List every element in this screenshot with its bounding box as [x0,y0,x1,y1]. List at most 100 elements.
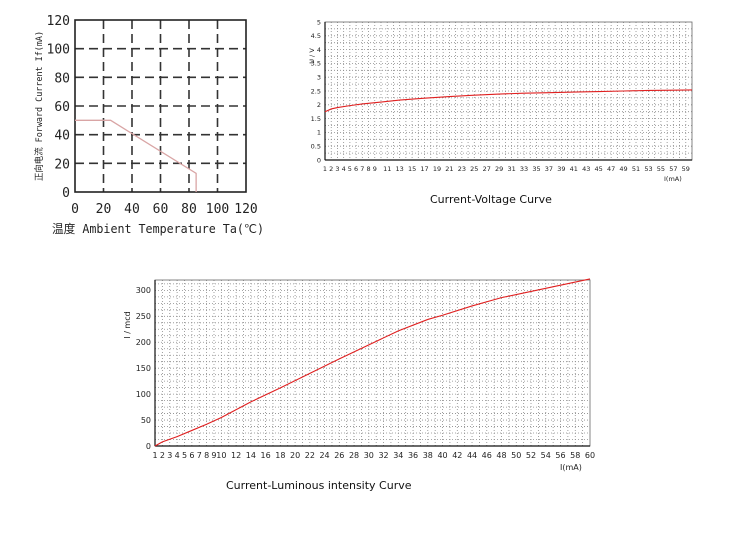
y-tick-label: 200 [136,338,151,347]
x-tick-label: 35 [532,165,540,173]
x-tick-label: 56 [555,451,565,460]
x-tick-label: 40 [124,202,140,217]
x-tick-label: 51 [632,165,640,173]
data-line [324,89,693,113]
x-tick-label: 19 [433,165,441,173]
y-tick-label: 250 [136,312,151,321]
derating-line [75,119,197,192]
x-tick-label: 38 [423,451,433,460]
x-tick-label: 22 [305,451,315,460]
y-tick-label: 2 [317,101,321,109]
y-tick-label: 4.5 [311,32,321,40]
x-tick-label: 39 [557,165,565,173]
y-tick-label: 50 [141,416,151,425]
x-tick-label: 120 [234,202,257,217]
y-tick-label: 3.5 [311,60,321,68]
x-tick-label: 6 [189,451,194,460]
x-tick-label: 3 [335,165,339,173]
y-tick-label: 5 [317,18,321,26]
x-tick-label: 6 [354,165,358,173]
x-tick-label: 57 [669,165,677,173]
data-line [154,278,591,447]
y-tick-label: 80 [54,71,70,86]
y-tick-label: 2.5 [311,87,321,95]
x-axis-title: I(mA) [664,175,682,183]
x-tick-label: 53 [644,165,652,173]
x-tick-label: 8 [366,165,370,173]
y-tick-label: 0 [317,156,321,164]
y-axis-title: 正向电流 Forward Current If(mA) [33,31,45,181]
y-tick-label: 100 [136,390,151,399]
x-tick-label: 4 [175,451,180,460]
y-tick-label: 0 [146,442,151,451]
x-tick-label: 5 [348,165,352,173]
x-tick-label: 9 [211,451,216,460]
x-tick-label: 11 [383,165,391,173]
x-tick-label: 41 [570,165,578,173]
x-tick-label: 18 [275,451,285,460]
x-tick-label: 27 [483,165,491,173]
y-tick-label: 1.5 [311,115,321,123]
x-tick-label: 24 [319,451,329,460]
x-tick-label: 7 [360,165,364,173]
x-tick-label: 10 [216,451,226,460]
y-tick-label: 150 [136,364,151,373]
x-tick-label: 28 [349,451,359,460]
x-axis-title: 温度 Ambient Temperature Ta(℃) [52,221,264,236]
y-tick-label: 300 [136,286,151,295]
x-tick-label: 31 [507,165,515,173]
x-tick-label: 49 [619,165,627,173]
x-tick-label: 44 [467,451,477,460]
x-tick-label: 100 [206,202,229,217]
y-tick-label: 1 [317,129,321,137]
y-axis-title: U / V [308,48,316,64]
x-tick-label: 47 [607,165,615,173]
x-tick-label: 40 [437,451,447,460]
y-tick-label: 20 [54,157,70,172]
x-tick-label: 23 [458,165,466,173]
x-tick-label: 59 [682,165,690,173]
plot-frame [74,19,247,193]
x-tick-label: 33 [520,165,528,173]
x-tick-label: 45 [595,165,603,173]
x-tick-label: 4 [342,165,346,173]
x-tick-label: 13 [396,165,404,173]
x-tick-label: 20 [96,202,112,217]
x-tick-label: 16 [260,451,270,460]
x-tick-label: 12 [231,451,241,460]
x-tick-label: 25 [470,165,478,173]
x-tick-label: 9 [373,165,377,173]
x-tick-label: 15 [408,165,416,173]
x-tick-label: 29 [495,165,503,173]
current-voltage-caption: Current-Voltage Curve [430,193,552,206]
y-tick-label: 0 [62,186,70,201]
x-tick-label: 43 [582,165,590,173]
y-tick-label: 3 [317,73,321,81]
x-tick-label: 5 [182,451,187,460]
x-tick-label: 7 [197,451,202,460]
x-tick-label: 2 [160,451,165,460]
x-tick-label: 48 [496,451,506,460]
current-luminous-caption: Current-Luminous intensity Curve [226,479,412,492]
x-tick-label: 30 [364,451,374,460]
y-tick-label: 0.5 [311,142,321,150]
x-tick-label: 52 [526,451,536,460]
x-tick-label: 3 [167,451,172,460]
x-tick-label: 34 [393,451,403,460]
x-tick-label: 55 [657,165,665,173]
x-tick-label: 54 [541,451,551,460]
x-tick-label: 1 [323,165,327,173]
x-tick-label: 50 [511,451,521,460]
x-tick-label: 20 [290,451,300,460]
x-tick-label: 8 [204,451,209,460]
x-tick-label: 60 [585,451,595,460]
x-axis-title: I(mA) [560,463,582,472]
y-tick-label: 60 [54,100,70,115]
x-tick-label: 58 [570,451,580,460]
x-tick-label: 1 [152,451,157,460]
x-tick-label: 60 [153,202,169,217]
x-tick-label: 14 [246,451,256,460]
